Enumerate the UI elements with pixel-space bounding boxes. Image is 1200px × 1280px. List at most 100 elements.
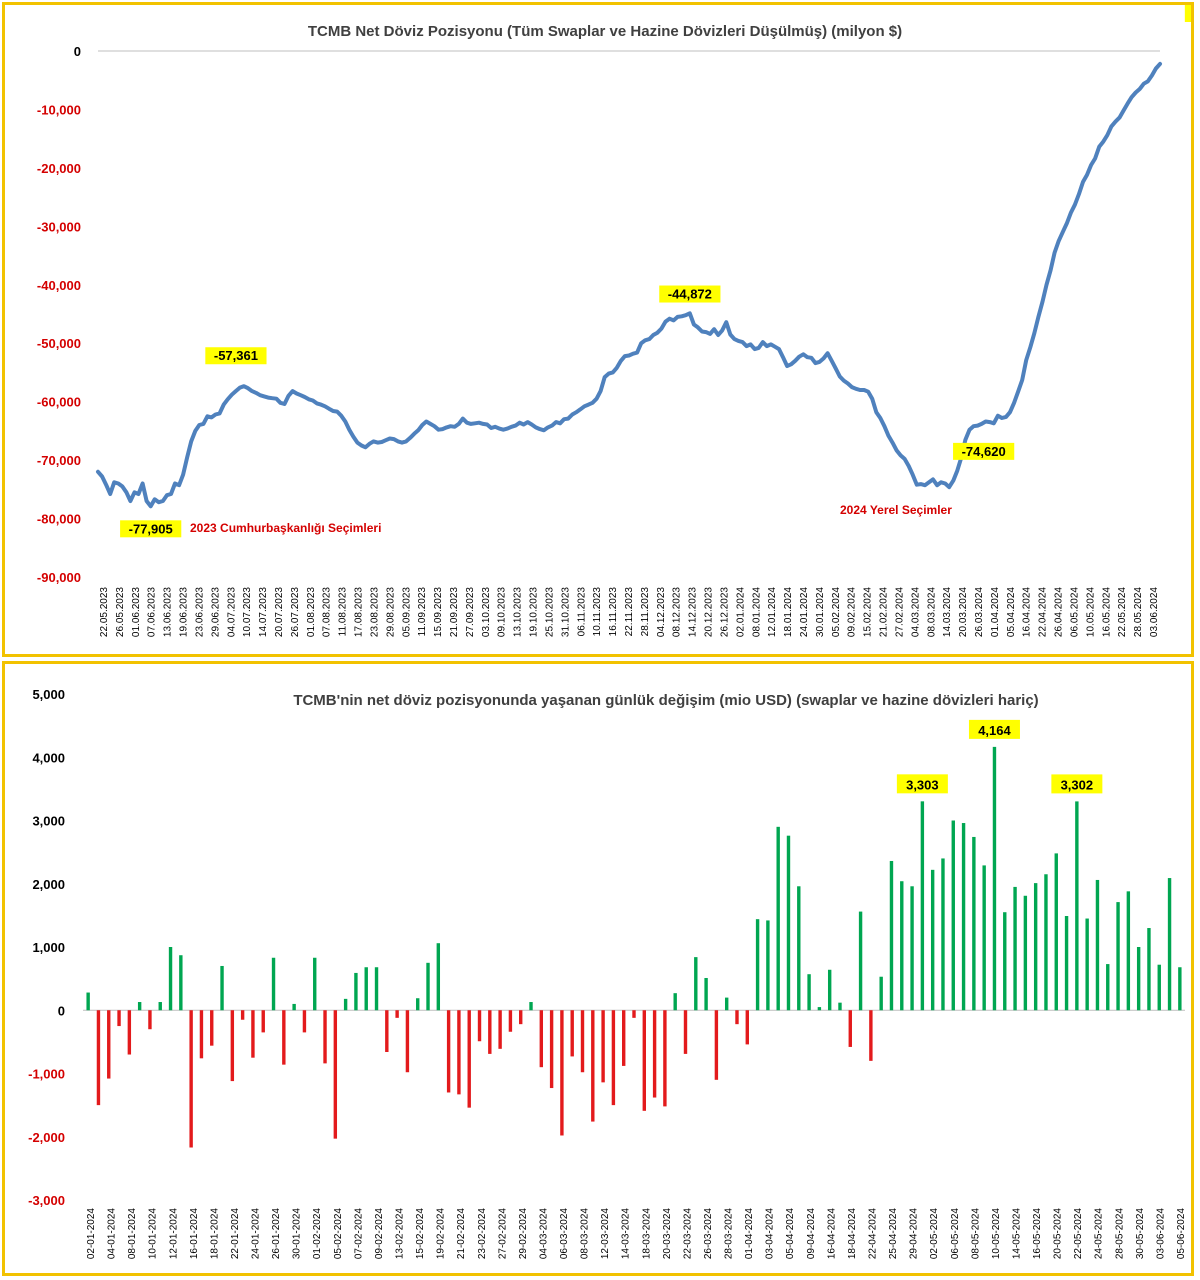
line-x-tick-label: 06.11.2023: [576, 587, 587, 637]
line-x-tick-label: 15.02.2024: [863, 587, 874, 637]
daily-change-bar: [416, 998, 420, 1011]
daily-change-bar: [210, 1010, 214, 1046]
daily-change-bar: [642, 1010, 646, 1111]
bar-x-tick-label: 09-04-2024: [806, 1208, 817, 1260]
bar-y-tick-label: 5,000: [32, 687, 65, 702]
bar-x-tick-label: 18-01-2024: [209, 1208, 220, 1260]
daily-change-bar: [333, 1010, 338, 1139]
line-y-tick-label: -40,000: [37, 278, 81, 293]
daily-change-bar: [704, 977, 708, 1011]
bar-y-tick-label: 3,000: [32, 814, 65, 829]
daily-change-bar: [900, 881, 904, 1011]
bar-x-tick-label: 10-05-2024: [991, 1208, 1002, 1260]
bar-data-label-box: [896, 774, 948, 794]
daily-change-bar: [354, 972, 358, 1011]
line-x-tick-label: 11.08.2023: [338, 587, 349, 637]
daily-change-bar: [457, 1010, 461, 1095]
daily-change-bar: [477, 1010, 482, 1042]
daily-change-bar: [673, 993, 677, 1011]
daily-change-bar: [107, 1010, 111, 1079]
daily-change-bar: [1013, 886, 1017, 1011]
bar-x-tick-label: 06-05-2024: [950, 1208, 961, 1260]
net-position-series-line: [96, 61, 1162, 509]
line-x-tick-label: 14.03.2024: [942, 587, 953, 637]
daily-change-bar: [632, 1010, 636, 1018]
line-x-tick-label: 26.05.2023: [115, 587, 126, 637]
line-x-tick-label: 13.10.2023: [513, 587, 524, 637]
daily-change-bar: [137, 1002, 142, 1011]
bar-y-tick-label: -2,000: [28, 1130, 65, 1145]
data-label-box: [953, 442, 1015, 460]
daily-change-bar: [282, 1010, 286, 1065]
daily-change-bar: [1106, 964, 1110, 1011]
bar-x-tick-label: 05-02-2024: [333, 1208, 344, 1260]
line-x-tick-label: 05.04.2024: [1006, 587, 1017, 637]
line-x-tick-label: 22.11.2023: [624, 587, 635, 637]
daily-change-bar: [755, 919, 760, 1011]
line-y-tick-label: -80,000: [37, 512, 81, 527]
daily-change-bar: [179, 955, 183, 1011]
bar-x-tick-label: 16-01-2024: [189, 1208, 200, 1260]
bar-x-tick-label: 02-05-2024: [929, 1208, 940, 1260]
bar-x-tick-label: 14-05-2024: [1011, 1208, 1022, 1260]
daily-change-bar: [889, 860, 894, 1011]
daily-change-bar: [817, 1007, 822, 1011]
line-y-tick-label: -60,000: [37, 395, 81, 410]
daily-change-bar: [168, 947, 173, 1011]
daily-change-bar: [910, 886, 914, 1011]
line-x-tick-label: 27.09.2023: [465, 587, 476, 637]
daily-change-bar: [158, 1002, 162, 1011]
bar-x-tick-label: 01-02-2024: [312, 1208, 323, 1260]
daily-change-bar: [580, 1010, 585, 1073]
bar-x-tick-label: 30-01-2024: [292, 1208, 303, 1260]
daily-change-bar: [920, 801, 925, 1011]
daily-change-bar: [96, 1010, 101, 1106]
daily-change-bar: [519, 1010, 523, 1025]
line-x-tick-label: 26.03.2024: [974, 587, 985, 637]
daily-change-bar: [694, 957, 698, 1011]
daily-change-bar: [1033, 883, 1038, 1011]
bar-data-label: 4,164: [978, 723, 1011, 738]
line-x-tick-label: 16.04.2024: [1022, 587, 1033, 637]
bar-x-tick-label: 27-02-2024: [497, 1208, 508, 1260]
line-x-tick-label: 15.09.2023: [433, 587, 444, 637]
line-x-tick-label: 08.12.2023: [672, 587, 683, 637]
line-x-tick-label: 28.05.2024: [1133, 587, 1144, 637]
daily-change-bar: [467, 1010, 471, 1108]
line-x-tick-label: 26.12.2023: [719, 587, 730, 637]
daily-change-bar: [189, 1010, 193, 1148]
line-y-tick-label: 0: [74, 44, 81, 59]
bar-x-tick-label: 16-05-2024: [1032, 1208, 1043, 1260]
line-y-tick-label: -70,000: [37, 453, 81, 468]
line-x-tick-label: 05.09.2023: [401, 587, 412, 637]
line-x-tick-label: 08.01.2024: [751, 587, 762, 637]
daily-change-bar: [498, 1010, 502, 1049]
daily-change-bar: [292, 1003, 296, 1011]
bar-x-tick-label: 30-05-2024: [1135, 1208, 1146, 1260]
daily-change-bar: [992, 746, 997, 1011]
bar-x-tick-label: 26-03-2024: [703, 1208, 714, 1260]
daily-change-bar: [405, 1010, 410, 1073]
daily-change-bar: [1054, 853, 1058, 1011]
line-y-tick-label: -90,000: [37, 570, 81, 585]
line-x-tick-label: 23.06.2023: [194, 587, 205, 637]
line-x-tick-label: 01.08.2023: [306, 587, 317, 637]
bar-x-tick-label: 01-04-2024: [744, 1208, 755, 1260]
bar-x-tick-label: 29-04-2024: [909, 1208, 920, 1260]
bar-x-tick-label: 22-01-2024: [230, 1208, 241, 1260]
line-x-tick-label: 22.04.2024: [1038, 587, 1049, 637]
daily-change-bar-chart: TCMB'nin net döviz pozisyonunda yaşanan …: [28, 687, 1187, 1260]
bar-x-tick-label: 19-02-2024: [436, 1208, 447, 1260]
bar-chart-title: TCMB'nin net döviz pozisyonunda yaşanan …: [293, 692, 1038, 709]
daily-change-bar: [302, 1010, 307, 1033]
data-label: -74,620: [962, 444, 1006, 459]
line-x-tick-label: 21.09.2023: [449, 587, 460, 637]
bar-x-tick-label: 08-03-2024: [580, 1208, 591, 1260]
line-x-tick-label: 19.10.2023: [529, 587, 540, 637]
daily-change-bar: [951, 820, 955, 1011]
daily-change-bar: [591, 1010, 595, 1122]
daily-change-bar: [683, 1010, 688, 1054]
line-x-tick-label: 30.01.2024: [815, 587, 826, 637]
daily-change-bar: [724, 997, 729, 1011]
daily-change-bar: [1136, 947, 1141, 1011]
